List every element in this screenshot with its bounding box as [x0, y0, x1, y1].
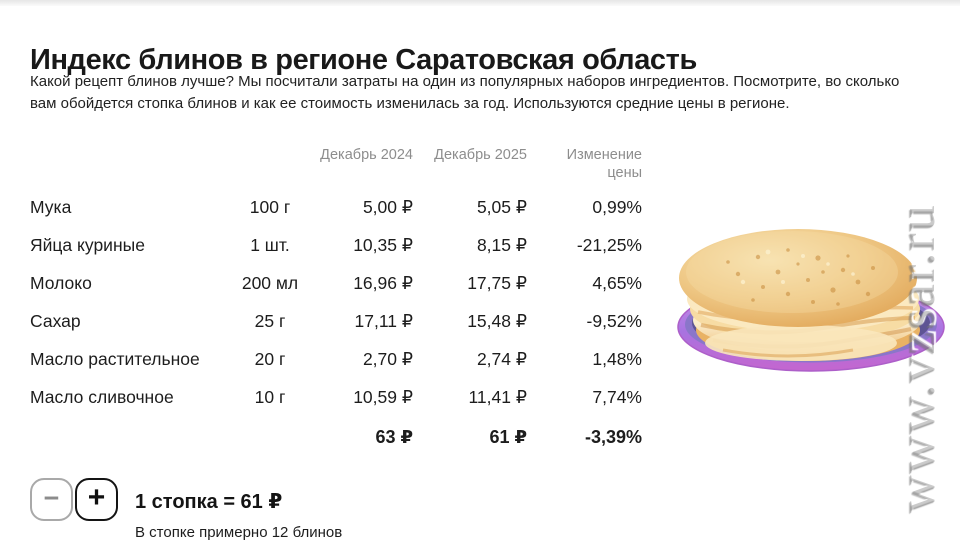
pancake-speckles	[726, 248, 875, 306]
ingredient-qty: 25 г	[254, 310, 286, 331]
ingredient-qty: 10 г	[254, 386, 286, 407]
price-change: 0,99%	[592, 196, 642, 217]
screenshot-top-edge	[0, 0, 960, 6]
header-december-2025: Декабрь 2025	[434, 147, 527, 163]
ingredient-qty: 20 г	[254, 348, 286, 369]
price-2024: 16,96 ₽	[353, 272, 413, 293]
ingredient-name: Мука	[30, 196, 72, 217]
ingredient-qty: 200 мл	[241, 272, 299, 293]
table-totals-row: 63 ₽ 61 ₽ -3,39%	[30, 416, 642, 458]
price-2024: 17,11 ₽	[354, 310, 414, 331]
price-2025: 15,48 ₽	[467, 310, 527, 331]
page-title: Индекс блинов в регионе Саратовская обла…	[30, 44, 697, 77]
header-price-change: Изменение цены	[527, 142, 642, 182]
ingredient-name: Масло сливочное	[30, 386, 174, 407]
minus-icon: −	[43, 482, 60, 513]
total-2024: 63 ₽	[375, 426, 413, 447]
ingredient-name: Сахар	[30, 310, 81, 331]
stack-decrease-button[interactable]: −	[30, 478, 73, 521]
header-december-2024: Декабрь 2024	[320, 147, 413, 163]
description-line-2: вам обойдется стопка блинов и как ее сто…	[30, 95, 790, 112]
table-row: Масло сливочное 10 г 10,59 ₽ 11,41 ₽ 7,7…	[30, 378, 642, 416]
price-change: -9,52%	[586, 310, 642, 331]
price-2025: 5,05 ₽	[476, 196, 527, 217]
header-price-change-line2: цены	[607, 165, 642, 181]
table-row: Мука 100 г 5,00 ₽ 5,05 ₽ 0,99%	[30, 188, 642, 226]
price-change: -21,25%	[576, 234, 642, 255]
ingredient-qty: 1 шт.	[250, 234, 290, 255]
table-header-row: Декабрь 2024 Декабрь 2025 Изменение цены	[30, 142, 642, 188]
price-change: 7,74%	[592, 386, 642, 407]
ingredient-name: Яйца куриные	[30, 234, 145, 255]
header-ingredient	[30, 142, 220, 146]
header-price-change-line1: Изменение	[566, 147, 642, 163]
table-row: Сахар 25 г 17,11 ₽ 15,48 ₽ -9,52%	[30, 302, 642, 340]
stack-increase-button[interactable]: +	[75, 478, 118, 521]
price-change: 1,48%	[592, 348, 642, 369]
pancake-highlights	[740, 249, 855, 285]
pancakes-illustration	[677, 229, 945, 372]
price-2025: 8,15 ₽	[476, 234, 527, 255]
price-2024: 10,35 ₽	[353, 234, 413, 255]
stack-note: В стопке примерно 12 блинов	[135, 524, 343, 541]
table-row: Яйца куриные 1 шт. 10,35 ₽ 8,15 ₽ -21,25…	[30, 226, 642, 264]
ingredient-name: Масло растительное	[30, 348, 200, 369]
total-2025: 61 ₽	[489, 426, 527, 447]
price-2024: 2,70 ₽	[362, 348, 413, 369]
description-line-1: Какой рецепт блинов лучше? Мы посчитали …	[30, 73, 900, 90]
stack-stepper: − +	[30, 478, 118, 521]
plus-icon: +	[87, 481, 106, 514]
header-quantity	[220, 142, 320, 146]
stack-price-summary: 1 стопка = 61 ₽	[135, 491, 283, 513]
table-row: Молоко 200 мл 16,96 ₽ 17,75 ₽ 4,65%	[30, 264, 642, 302]
page-description: Какой рецепт блинов лучше? Мы посчитали …	[30, 71, 935, 115]
table-row: Масло растительное 20 г 2,70 ₽ 2,74 ₽ 1,…	[30, 340, 642, 378]
ingredient-qty: 100 г	[249, 196, 291, 217]
price-2025: 11,41 ₽	[468, 386, 528, 407]
price-2025: 2,74 ₽	[476, 348, 527, 369]
ingredient-name: Молоко	[30, 272, 92, 293]
total-change: -3,39%	[584, 426, 642, 447]
price-change: 4,65%	[592, 272, 642, 293]
price-2024: 10,59 ₽	[353, 386, 413, 407]
price-2024: 5,00 ₽	[362, 196, 413, 217]
pancake-index-table: Декабрь 2024 Декабрь 2025 Изменение цены…	[30, 142, 642, 458]
price-2025: 17,75 ₽	[467, 272, 527, 293]
